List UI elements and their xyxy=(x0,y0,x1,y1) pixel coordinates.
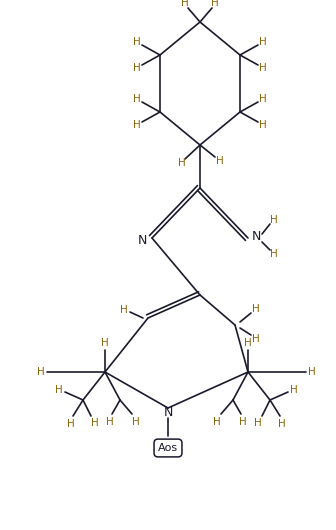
Text: Ȧos: Ȧos xyxy=(158,443,178,453)
Text: H: H xyxy=(254,418,262,428)
Text: N: N xyxy=(163,407,173,420)
Text: H: H xyxy=(181,0,189,8)
Text: N: N xyxy=(251,229,261,243)
Text: H: H xyxy=(67,419,75,429)
Text: H: H xyxy=(278,419,286,429)
Text: H: H xyxy=(132,417,140,427)
Text: H: H xyxy=(259,94,267,104)
Text: H: H xyxy=(55,385,63,395)
Text: H: H xyxy=(244,338,252,348)
Text: H: H xyxy=(211,0,219,8)
Text: H: H xyxy=(216,156,224,166)
Text: H: H xyxy=(133,63,141,73)
Text: H: H xyxy=(308,367,316,377)
Text: H: H xyxy=(290,385,298,395)
Text: H: H xyxy=(133,94,141,104)
Text: H: H xyxy=(91,418,99,428)
Text: H: H xyxy=(133,37,141,47)
Text: H: H xyxy=(239,417,247,427)
Text: N: N xyxy=(137,234,147,246)
Text: H: H xyxy=(252,334,260,344)
Text: H: H xyxy=(120,305,128,315)
Text: H: H xyxy=(213,417,221,427)
Text: H: H xyxy=(270,249,278,259)
Text: H: H xyxy=(133,120,141,130)
Text: H: H xyxy=(259,63,267,73)
Text: H: H xyxy=(252,304,260,314)
Text: H: H xyxy=(259,37,267,47)
Text: H: H xyxy=(178,158,186,168)
Text: H: H xyxy=(270,215,278,225)
Text: H: H xyxy=(37,367,45,377)
Text: H: H xyxy=(259,120,267,130)
Text: H: H xyxy=(106,417,114,427)
Text: H: H xyxy=(101,338,109,348)
